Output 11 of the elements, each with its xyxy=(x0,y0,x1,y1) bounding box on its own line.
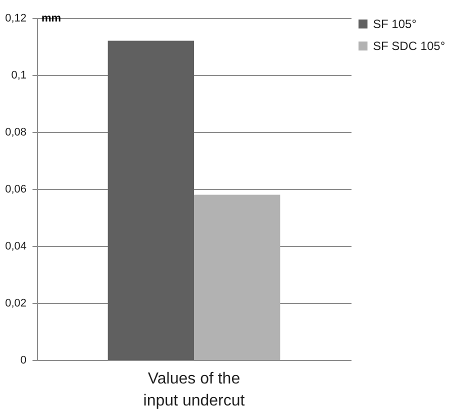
y-tick-label: 0,08 xyxy=(5,126,26,138)
legend-label: SF SDC 105° xyxy=(373,39,446,53)
y-tick-label: 0,06 xyxy=(5,184,26,196)
y-tick-label: 0,12 xyxy=(5,12,26,24)
y-axis-title: mm xyxy=(42,12,62,24)
legend-label: SF 105° xyxy=(373,17,417,31)
y-tick-label: 0,04 xyxy=(5,240,26,252)
y-tick-label: 0 xyxy=(20,354,26,366)
y-tick-label: 0,1 xyxy=(11,70,26,82)
y-tick-label: 0,02 xyxy=(5,298,26,310)
x-tick-label: Values of the input undercut xyxy=(143,370,246,410)
